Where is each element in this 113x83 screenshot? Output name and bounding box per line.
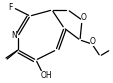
Text: O: O [80, 14, 86, 22]
Text: O: O [89, 37, 95, 45]
Text: F: F [8, 3, 12, 13]
Text: N: N [11, 32, 17, 41]
Text: OH: OH [40, 71, 51, 81]
